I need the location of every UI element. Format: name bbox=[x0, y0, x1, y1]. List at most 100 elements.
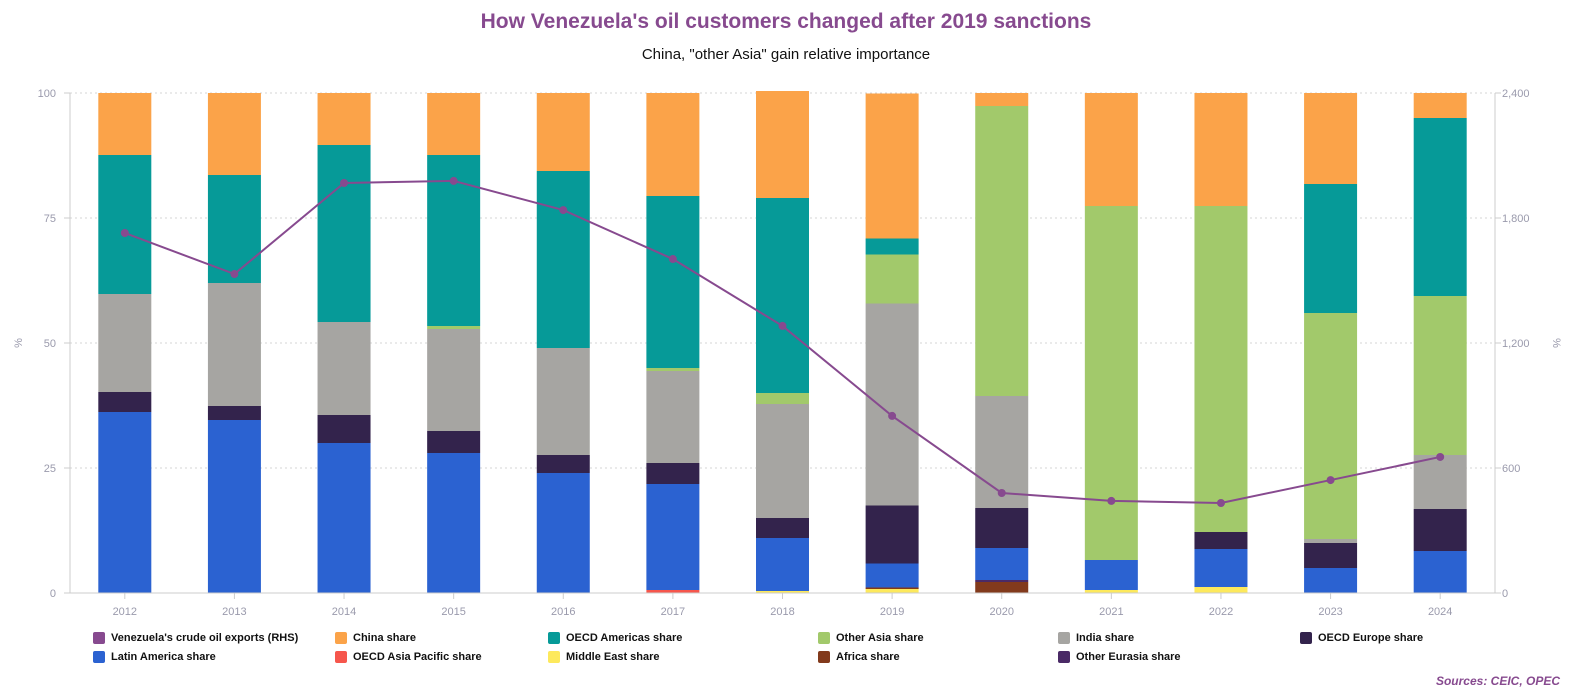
legend-swatch bbox=[818, 632, 830, 644]
bar-segment bbox=[536, 348, 590, 455]
bar-segment bbox=[427, 453, 481, 593]
bar-segment bbox=[646, 93, 700, 196]
bar-segment bbox=[317, 93, 371, 145]
y-right-tick-label: 2,400 bbox=[1502, 88, 1530, 100]
bar-segment bbox=[975, 508, 1029, 548]
x-tick-label: 2024 bbox=[1428, 606, 1452, 618]
bar-segment bbox=[1304, 568, 1358, 593]
bar-segment bbox=[1194, 532, 1248, 549]
legend-swatch bbox=[1300, 632, 1312, 644]
bar-segment bbox=[98, 392, 152, 412]
bar-segment bbox=[207, 175, 261, 283]
y-tick-label: 0 bbox=[50, 588, 56, 600]
x-tick-label: 2013 bbox=[222, 606, 246, 618]
bar-segment bbox=[865, 238, 919, 255]
x-tick-label: 2022 bbox=[1209, 606, 1233, 618]
y-tick-label: 75 bbox=[44, 213, 56, 225]
legend-item[interactable]: India share bbox=[1058, 632, 1134, 644]
bar-segment bbox=[975, 93, 1029, 106]
bar-segment bbox=[865, 589, 919, 593]
bar-segment bbox=[427, 326, 481, 329]
exports-point bbox=[1436, 452, 1445, 461]
x-tick-label: 2017 bbox=[661, 606, 685, 618]
bar-segment bbox=[646, 196, 700, 368]
bar-segment bbox=[756, 393, 809, 404]
exports-point bbox=[1216, 499, 1225, 507]
exports-point bbox=[340, 179, 349, 187]
exports-point bbox=[668, 255, 677, 264]
legend-swatch bbox=[93, 632, 105, 644]
y-tick-label: 50 bbox=[44, 338, 56, 350]
bar-segment bbox=[536, 455, 590, 473]
legend-item[interactable]: OECD Americas share bbox=[548, 632, 682, 644]
bar-segment bbox=[98, 294, 152, 392]
chart-subtitle: China, "other Asia" gain relative import… bbox=[641, 46, 931, 63]
legend-item[interactable]: OECD Europe share bbox=[1300, 632, 1423, 644]
exports-point bbox=[230, 270, 239, 279]
exports-point bbox=[888, 411, 897, 420]
bar-segment bbox=[975, 548, 1029, 580]
bar-segment bbox=[756, 538, 809, 591]
legend-item[interactable]: OECD Asia Pacific share bbox=[335, 651, 482, 663]
legend-label: OECD Americas share bbox=[566, 632, 683, 644]
y-tick-label: 25 bbox=[44, 463, 56, 475]
legend-label: Africa share bbox=[836, 651, 900, 663]
bar-segment bbox=[1413, 296, 1467, 455]
legend-item[interactable]: Latin America share bbox=[93, 651, 216, 663]
exports-point bbox=[997, 489, 1006, 497]
exports-point bbox=[559, 206, 568, 215]
legend-label: China share bbox=[353, 632, 416, 644]
legend-label: OECD Asia Pacific share bbox=[353, 651, 482, 663]
x-tick-label: 2012 bbox=[113, 606, 137, 618]
legend-item[interactable]: Venezuela's crude oil exports (RHS) bbox=[93, 632, 298, 644]
bar-segment bbox=[1413, 455, 1467, 509]
y-right-tick-label: 0 bbox=[1502, 588, 1508, 600]
bar-segment bbox=[975, 582, 1029, 593]
legend-label: Venezuela's crude oil exports (RHS) bbox=[111, 632, 299, 644]
legend-swatch bbox=[818, 651, 830, 663]
x-tick-label: 2018 bbox=[770, 606, 794, 618]
legend-item[interactable]: Middle East share bbox=[548, 651, 660, 663]
bar-segment bbox=[756, 198, 809, 393]
y-right-tick-label: 1,200 bbox=[1502, 338, 1530, 350]
exports-point bbox=[449, 176, 458, 185]
bar-segment bbox=[756, 91, 809, 198]
bar-segment bbox=[975, 580, 1029, 582]
bar-segment bbox=[646, 368, 700, 371]
legend-item[interactable]: Africa share bbox=[818, 651, 900, 663]
bar-segment bbox=[1084, 206, 1138, 560]
legend-item[interactable]: China share bbox=[335, 632, 416, 644]
x-tick-label: 2015 bbox=[441, 606, 465, 618]
legend-label: Latin America share bbox=[111, 651, 216, 663]
bar-segment bbox=[427, 329, 481, 431]
bar-segment bbox=[756, 591, 809, 593]
y-axis-label: % bbox=[13, 338, 25, 348]
bar-segment bbox=[1194, 549, 1248, 587]
x-tick-label: 2016 bbox=[551, 606, 575, 618]
exports-point bbox=[778, 321, 787, 330]
bar-segment bbox=[207, 93, 261, 175]
bar-segment bbox=[1194, 93, 1248, 206]
bar-segment bbox=[317, 443, 371, 593]
bar-segment bbox=[317, 145, 371, 322]
bar-segment bbox=[1413, 118, 1467, 296]
legend-swatch bbox=[548, 632, 560, 644]
legend-swatch bbox=[335, 651, 347, 663]
source-note: Sources: CEIC, OPEC bbox=[1435, 674, 1560, 688]
y-right-tick-label: 1,800 bbox=[1502, 213, 1530, 225]
bar-segment bbox=[865, 254, 919, 304]
legend-item[interactable]: Other Eurasia share bbox=[1058, 651, 1181, 663]
bar-segment bbox=[865, 505, 919, 564]
exports-point bbox=[120, 229, 129, 237]
x-tick-label: 2019 bbox=[880, 606, 904, 618]
bar-segment bbox=[1084, 590, 1138, 593]
legend-item[interactable]: Other Asia share bbox=[818, 632, 924, 644]
bar-segment bbox=[207, 420, 261, 593]
bar-segment bbox=[427, 431, 481, 453]
bar-segment bbox=[756, 518, 809, 538]
bar-segment bbox=[646, 371, 700, 463]
bar-segment bbox=[756, 404, 809, 518]
bar-segment bbox=[98, 93, 152, 155]
bar-segment bbox=[975, 106, 1029, 396]
